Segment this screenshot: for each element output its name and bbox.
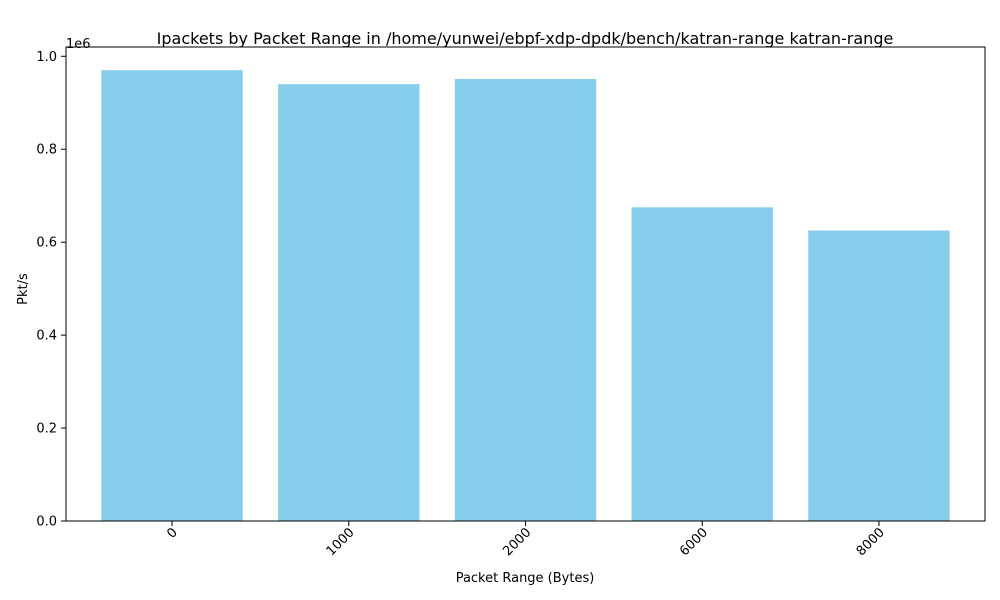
x-axis-label: Packet Range (Bytes) xyxy=(456,571,595,586)
y-tick-label: 0.4 xyxy=(36,329,57,344)
bars-group xyxy=(101,70,950,522)
y-tick-label: 0.8 xyxy=(36,143,57,158)
y-tick-label: 0.2 xyxy=(36,422,57,437)
y-ticks-group: 0.0 0.2 0.4 0.6 0.8 1.0 xyxy=(36,50,66,530)
bar-6000 xyxy=(631,207,773,521)
x-ticks-group: 0 1000 2000 6000 8000 xyxy=(164,521,888,559)
y-tick-label: 0.6 xyxy=(36,236,57,251)
bar-0 xyxy=(101,70,243,522)
x-tick-label: 1000 xyxy=(324,525,358,559)
chart-title: Ipackets by Packet Range in /home/yunwei… xyxy=(157,29,894,48)
y-axis-offset-label: 1e6 xyxy=(66,37,91,52)
x-tick-label: 6000 xyxy=(677,525,711,559)
y-tick-label: 1.0 xyxy=(36,50,57,65)
x-tick-label: 0 xyxy=(164,525,180,541)
y-axis-label: Pkt/s xyxy=(16,273,31,305)
x-tick-label: 2000 xyxy=(500,525,534,559)
bar-1000 xyxy=(278,84,420,522)
bar-2000 xyxy=(454,79,597,521)
x-tick-label: 8000 xyxy=(854,525,888,559)
y-tick-label: 0.0 xyxy=(36,515,57,530)
bar-8000 xyxy=(808,230,950,521)
plot-frame xyxy=(65,46,986,522)
